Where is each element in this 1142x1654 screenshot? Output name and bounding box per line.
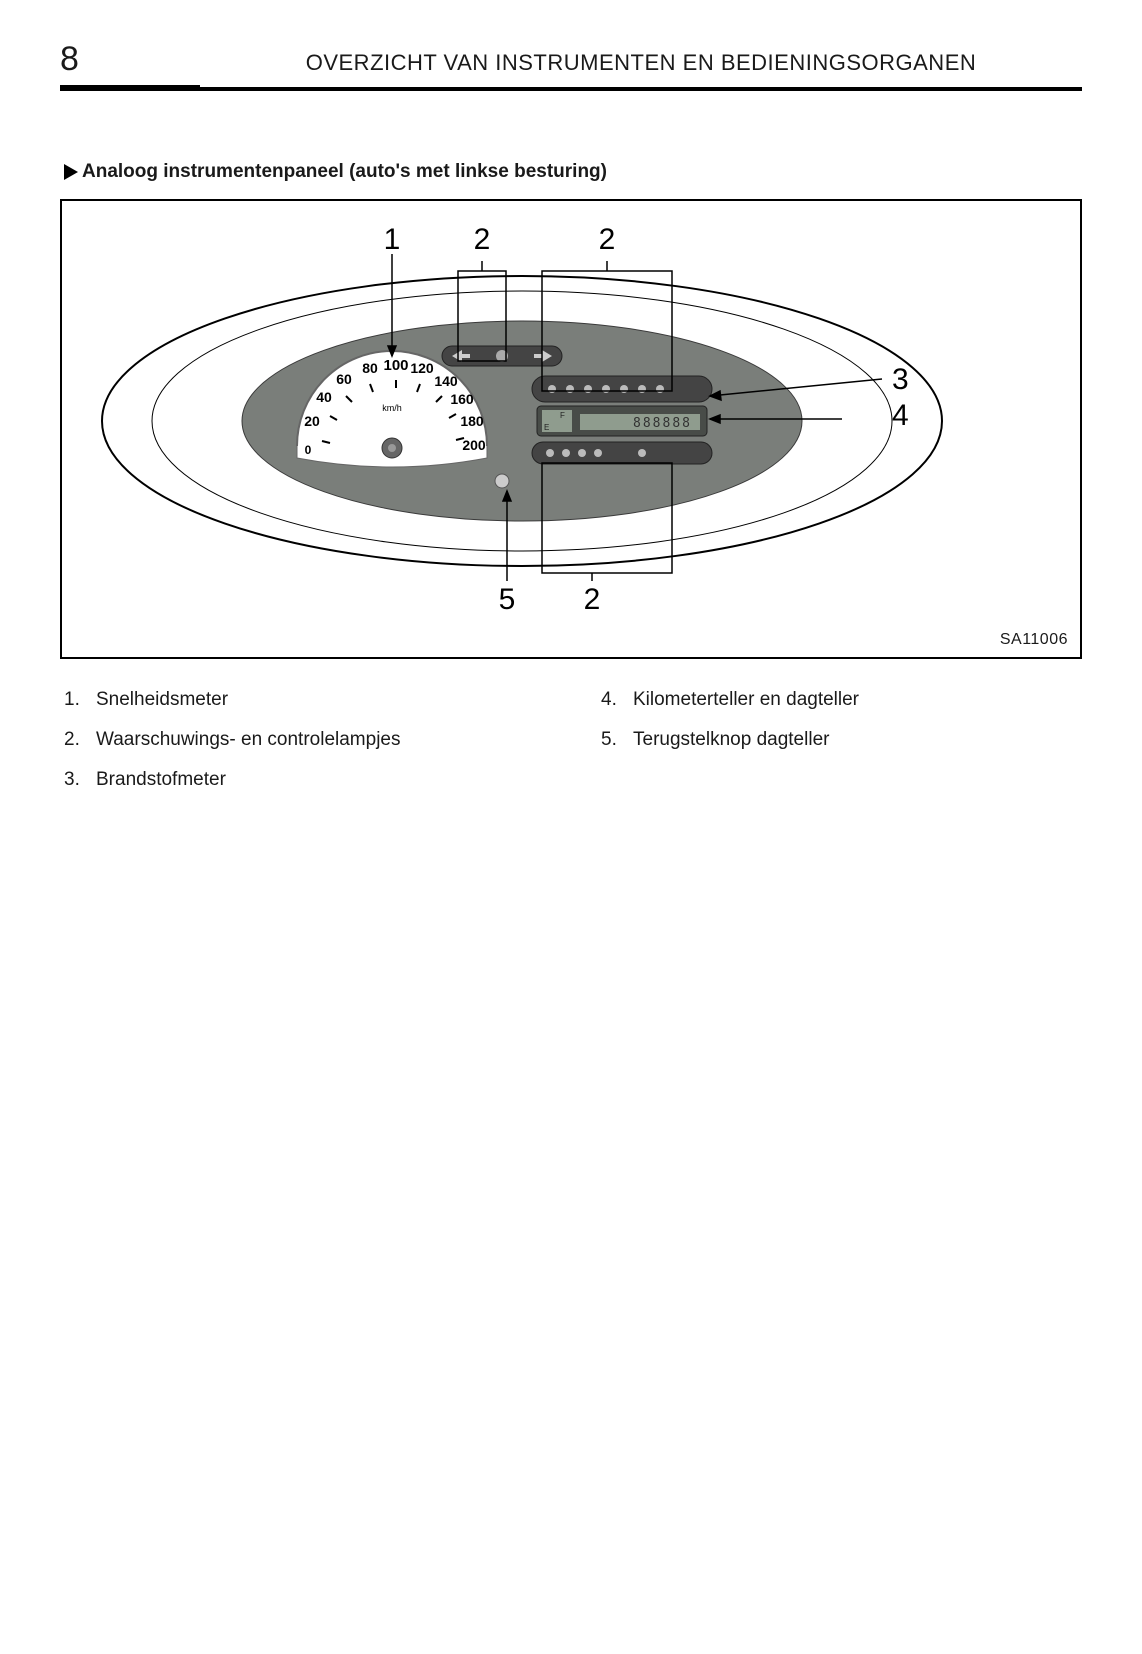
legend-text: Brandstofmeter — [96, 769, 226, 791]
svg-text:180: 180 — [460, 413, 484, 429]
svg-text:0: 0 — [305, 443, 312, 457]
svg-text:5: 5 — [499, 583, 516, 616]
legend-num: 2. — [64, 729, 86, 751]
legend-text: Kilometerteller en dagteller — [633, 689, 859, 711]
legend-item: 2. Waarschuwings- en controlelampjes — [64, 729, 541, 751]
legend: 1. Snelheidsmeter 4. Kilometerteller en … — [60, 689, 1082, 791]
svg-text:3: 3 — [892, 363, 909, 396]
top-indicator-strip — [442, 346, 562, 366]
svg-text:120: 120 — [410, 360, 434, 376]
figure-frame: 0 20 40 60 80 100 120 140 160 180 200 — [60, 199, 1082, 659]
svg-text:F: F — [560, 411, 565, 420]
svg-text:4: 4 — [892, 399, 909, 432]
svg-text:2: 2 — [584, 583, 601, 616]
page-header: 8 OVERZICHT VAN INSTRUMENTEN EN BEDIENIN… — [60, 40, 1082, 91]
svg-text:2: 2 — [599, 223, 616, 256]
triangle-icon — [64, 164, 78, 180]
svg-text:888888: 888888 — [633, 416, 692, 431]
svg-text:20: 20 — [304, 413, 320, 429]
page-number: 8 — [60, 40, 200, 87]
legend-item: 3. Brandstofmeter — [64, 769, 541, 791]
trip-reset-button — [495, 474, 509, 488]
instrument-panel-diagram: 0 20 40 60 80 100 120 140 160 180 200 — [62, 201, 1080, 657]
svg-text:1: 1 — [384, 223, 401, 256]
svg-text:160: 160 — [450, 391, 474, 407]
section-heading: Analoog instrumentenpaneel (auto's met l… — [64, 161, 1082, 183]
legend-item: 4. Kilometerteller en dagteller — [601, 689, 1078, 711]
chapter-title: OVERZICHT VAN INSTRUMENTEN EN BEDIENINGS… — [200, 50, 1082, 76]
svg-text:2: 2 — [474, 223, 491, 256]
manual-page: 8 OVERZICHT VAN INSTRUMENTEN EN BEDIENIN… — [0, 0, 1142, 1654]
section-heading-text: Analoog instrumentenpaneel (auto's met l… — [82, 161, 607, 183]
svg-text:E: E — [544, 423, 549, 432]
legend-text: Terugstelknop dagteller — [633, 729, 829, 751]
svg-text:80: 80 — [362, 360, 378, 376]
legend-num: 5. — [601, 729, 623, 751]
legend-num: 3. — [64, 769, 86, 791]
svg-text:200: 200 — [462, 437, 486, 453]
svg-text:40: 40 — [316, 389, 332, 405]
legend-item: 1. Snelheidsmeter — [64, 689, 541, 711]
legend-num: 1. — [64, 689, 86, 711]
multifunction-display: F E 888888 — [532, 376, 712, 464]
svg-text:100: 100 — [383, 357, 408, 374]
svg-text:km/h: km/h — [382, 403, 402, 413]
figure-code: SA11006 — [1000, 631, 1068, 649]
svg-text:60: 60 — [336, 371, 352, 387]
legend-text: Waarschuwings- en controlelampjes — [96, 729, 400, 751]
svg-text:140: 140 — [434, 373, 458, 389]
legend-text: Snelheidsmeter — [96, 689, 228, 711]
legend-item: 5. Terugstelknop dagteller — [601, 729, 1078, 751]
legend-num: 4. — [601, 689, 623, 711]
